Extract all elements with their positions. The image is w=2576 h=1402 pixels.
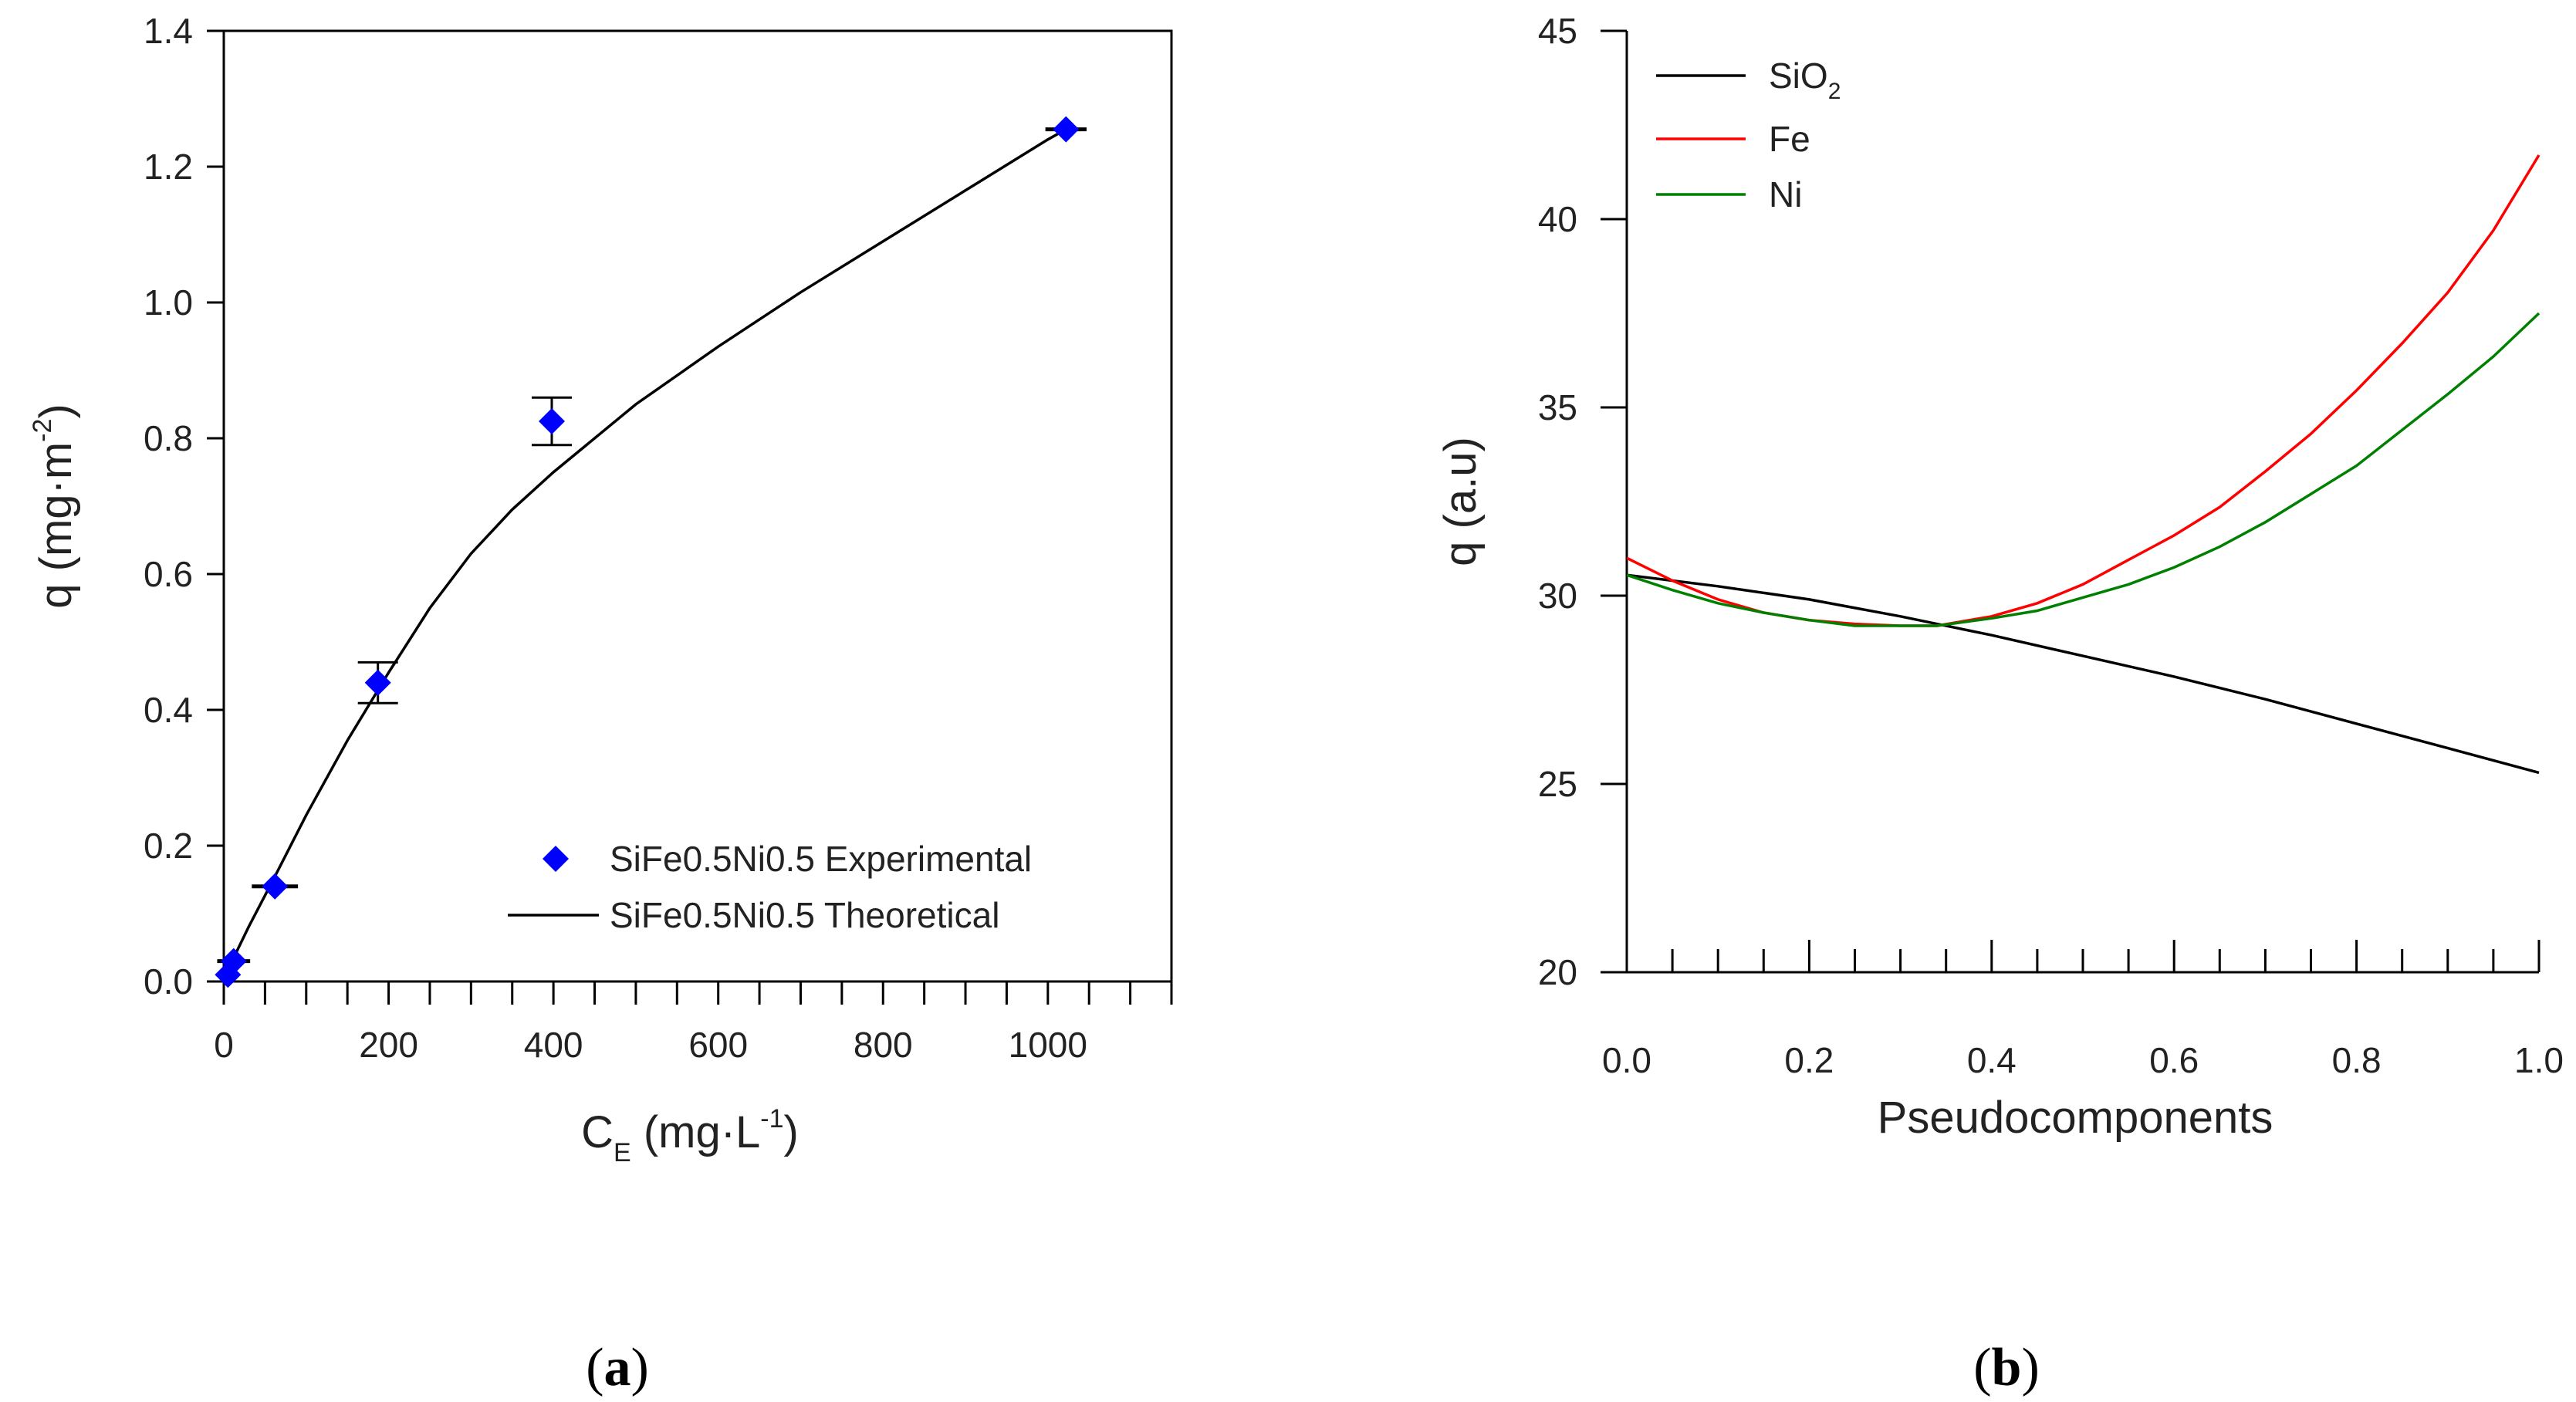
x-tick-label: 0.6	[2149, 1040, 2199, 1080]
x-tick-label: 600	[688, 1025, 748, 1065]
y-tick-label: 0.8	[144, 418, 193, 458]
y-tick-label: 45	[1538, 11, 1577, 51]
legend-label-theoretical: SiFe0.5Ni0.5 Theoretical	[610, 895, 999, 935]
legend-marker-experimental	[543, 846, 569, 872]
y-tick-label: 30	[1538, 576, 1577, 616]
data-point	[220, 948, 247, 975]
chart-b: 20 25 30 35 40 45 0.0 0.2 0.4 0.6 0.8 1.0 Pseudocomp…	[1435, 11, 2564, 1397]
panel-label-b: (b)	[1973, 1338, 2040, 1397]
x-tick-label: 0	[214, 1025, 234, 1065]
y-tick-label: 1.0	[144, 282, 193, 323]
y-tick-label: 1.2	[144, 147, 193, 187]
y-tick-label: 35	[1538, 387, 1577, 427]
legend-label-ni: Ni	[1769, 174, 1802, 215]
y-axis-label: q (a.u)	[1435, 437, 1486, 566]
data-point	[364, 669, 391, 696]
legend-label-fe: Fe	[1769, 119, 1810, 159]
x-tick-label: 0.2	[1784, 1040, 1834, 1080]
y-tick-label: 0.2	[144, 826, 193, 866]
y-tick-label: 20	[1538, 952, 1577, 992]
y-tick-label: 25	[1538, 764, 1577, 804]
x-axis-label: Pseudocomponents	[1878, 1093, 2273, 1143]
series-line-sio2	[1626, 573, 2540, 775]
y-tick-label: 1.4	[144, 11, 193, 51]
series-line-ni	[1626, 312, 2541, 627]
x-tick-label: 800	[854, 1025, 913, 1065]
y-tick-label: 0.4	[144, 690, 193, 730]
x-tick-label: 0.4	[1967, 1040, 2017, 1080]
chart-a: 0.0 0.2 0.4 0.6 0.8 1.0 1.2 1.4 0 200 400 600 800 100…	[28, 11, 1173, 1397]
data-point	[538, 408, 565, 434]
legend-label-sio2: SiO2	[1769, 56, 1841, 104]
y-tick-label: 0.0	[144, 961, 193, 1002]
series-line-fe	[1626, 154, 2541, 627]
data-point	[262, 873, 289, 900]
plot-frame	[222, 29, 1173, 983]
x-tick-label: 1.0	[2514, 1040, 2564, 1080]
y-tick-label: 40	[1538, 199, 1577, 239]
x-tick-label: 1000	[1009, 1025, 1087, 1065]
x-axis-label: CE (mg·L-1)	[581, 1104, 799, 1167]
x-tick-label: 400	[524, 1025, 583, 1065]
panel-label-a: (a)	[586, 1338, 649, 1397]
x-tick-label: 0.0	[1602, 1040, 1651, 1080]
y-axis-label: q (mg·m-2)	[28, 404, 81, 608]
x-tick-label: 0.8	[2332, 1040, 2382, 1080]
data-point	[1053, 116, 1080, 143]
legend-label-experimental: SiFe0.5Ni0.5 Experimental	[610, 839, 1032, 879]
y-tick-label: 0.6	[144, 554, 193, 594]
x-tick-label: 200	[359, 1025, 418, 1065]
